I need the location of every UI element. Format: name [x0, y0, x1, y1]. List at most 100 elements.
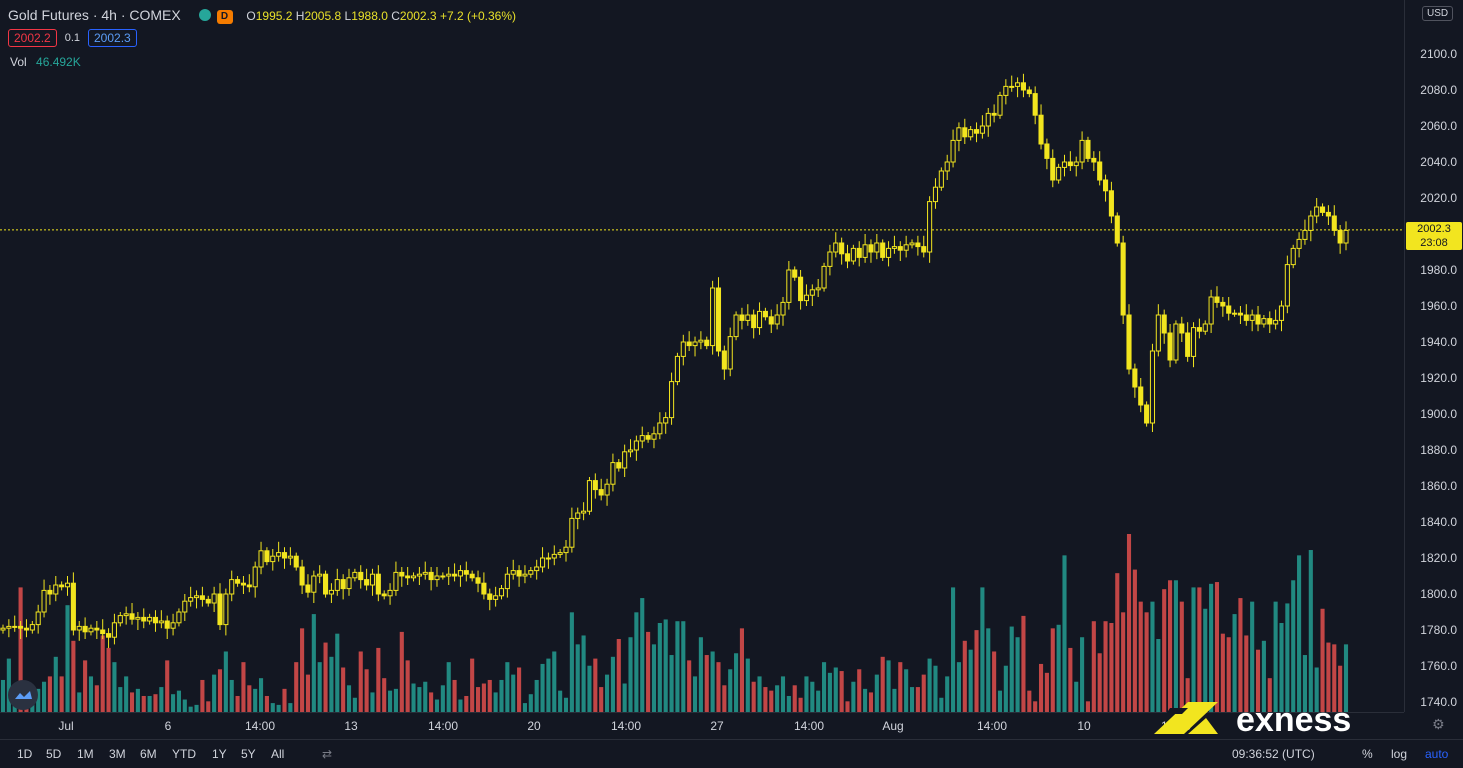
compare-date-range-icon[interactable]: ⇄: [322, 747, 333, 761]
range-button-6m[interactable]: 6M: [140, 747, 157, 761]
candle: [123, 606, 129, 625]
volume-bar: [311, 614, 316, 712]
volume-legend[interactable]: Vol 46.492K: [10, 55, 81, 69]
candle: [1061, 154, 1068, 177]
volume-bar: [94, 685, 99, 712]
volume-bar: [77, 692, 82, 712]
candle: [1255, 306, 1261, 332]
candle: [622, 444, 628, 477]
volume-bar: [769, 690, 774, 712]
volume-bar: [106, 647, 111, 712]
volume-bar: [352, 697, 357, 712]
candle: [1144, 401, 1150, 427]
candle: [446, 567, 452, 585]
price-tick: 1920.0: [1420, 371, 1457, 385]
range-button-5d[interactable]: 5D: [46, 747, 62, 761]
volume-bar: [1103, 621, 1108, 712]
auto-toggle[interactable]: auto: [1425, 747, 1449, 761]
utc-clock[interactable]: 09:36:52 (UTC): [1232, 747, 1315, 761]
data-badge[interactable]: D: [216, 10, 233, 24]
volume-bar: [1003, 665, 1008, 712]
candle: [1190, 322, 1197, 368]
candle: [264, 547, 270, 566]
candle: [53, 576, 59, 602]
candle: [387, 583, 393, 605]
candle: [774, 304, 780, 330]
market-status-icon[interactable]: [198, 9, 211, 21]
volume-bar: [734, 653, 739, 712]
time-tick: 14:00: [427, 719, 459, 733]
candle: [1114, 212, 1120, 247]
candle: [639, 426, 645, 449]
range-button-5y[interactable]: 5Y: [241, 747, 256, 761]
candle: [287, 547, 293, 566]
candle: [1067, 151, 1073, 171]
volume-bar: [927, 658, 932, 712]
candle: [393, 561, 399, 596]
candle: [897, 241, 903, 261]
candle: [170, 613, 176, 636]
range-button-all[interactable]: All: [271, 747, 285, 761]
volume-bar: [258, 678, 264, 712]
candle: [762, 307, 768, 321]
candle: [182, 594, 188, 621]
volume-bar: [188, 706, 193, 712]
candle: [856, 241, 862, 267]
volume-bar: [1291, 580, 1296, 712]
range-button-1y[interactable]: 1Y: [212, 747, 227, 761]
time-tick: 13: [344, 719, 358, 733]
chart-area[interactable]: [0, 0, 1404, 712]
volume-bar: [270, 703, 275, 712]
range-button-1d[interactable]: 1D: [17, 747, 33, 761]
percent-toggle[interactable]: %: [1362, 747, 1373, 761]
change-value: +7.2 (+0.36%): [439, 9, 517, 23]
candle: [246, 574, 252, 593]
volume-bar: [217, 669, 223, 712]
candle: [475, 570, 481, 593]
currency-badge[interactable]: USD: [1422, 6, 1454, 21]
time-tick: Jul: [58, 719, 74, 733]
candle: [710, 280, 716, 355]
candle: [410, 572, 417, 582]
candle: [727, 327, 733, 377]
tradingview-watermark-icon[interactable]: [8, 680, 38, 710]
candle: [1126, 304, 1132, 375]
settings-gear-icon[interactable]: ⚙: [1432, 716, 1445, 732]
range-button-3m[interactable]: 3M: [109, 747, 126, 761]
candle: [545, 552, 551, 569]
volume-bar: [206, 701, 211, 712]
volume-bar: [634, 612, 639, 712]
volume-bar: [229, 679, 234, 712]
volume-bar: [1185, 678, 1190, 712]
buy-button[interactable]: 2002.3: [88, 29, 137, 47]
symbol-title[interactable]: Gold Futures · 4h · COMEX: [8, 7, 181, 23]
volume-bar: [698, 637, 703, 712]
volume-bar: [1209, 583, 1214, 712]
volume-bar: [751, 681, 756, 712]
volume-bar: [651, 644, 657, 712]
candle: [798, 270, 804, 310]
candle: [375, 565, 381, 602]
volume-bar: [1033, 701, 1038, 712]
price-scale[interactable]: 2100.0 2080.0 2060.0 2040.0 2020.0 1980.0 1960…: [1404, 0, 1463, 712]
volume-bar: [528, 694, 533, 712]
candle: [786, 261, 792, 310]
volume-bar: [534, 679, 539, 712]
log-toggle[interactable]: log: [1391, 747, 1408, 761]
volume-bar: [65, 605, 70, 712]
sell-button[interactable]: 2002.2: [8, 29, 57, 47]
price-tick: 1900.0: [1420, 407, 1457, 421]
volume-bar: [429, 692, 434, 712]
price-tick: 1980.0: [1420, 263, 1457, 277]
candle: [792, 266, 798, 281]
candle: [686, 331, 692, 351]
candlestick-chart[interactable]: [0, 0, 1404, 712]
candle: [1038, 104, 1044, 150]
range-button-ytd[interactable]: YTD: [172, 747, 196, 761]
volume-bar: [305, 674, 311, 712]
volume-bar: [1173, 580, 1178, 712]
candle: [12, 615, 18, 632]
range-button-1m[interactable]: 1M: [77, 747, 94, 761]
candle: [129, 603, 135, 625]
volume-bar: [728, 669, 733, 712]
